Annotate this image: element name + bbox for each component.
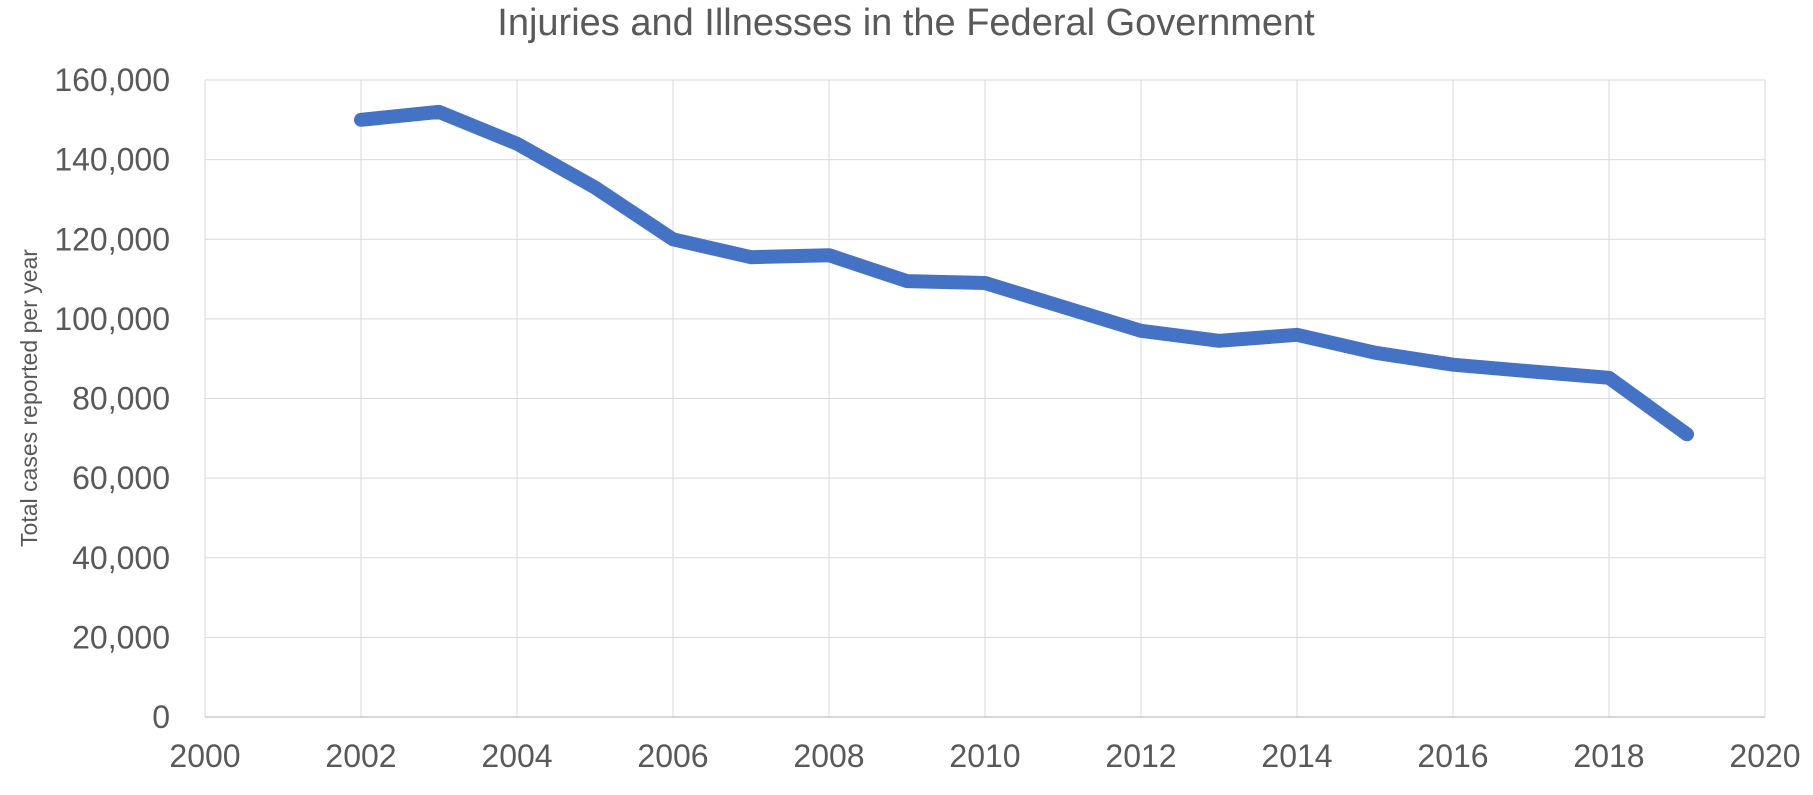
x-axis-tick-labels: 2000 2002 2004 2006 2008 2010 2012 2014 2016 2018… <box>169 738 1800 774</box>
x-tick-label: 2018 <box>1573 738 1644 774</box>
x-tick-label: 2016 <box>1417 738 1488 774</box>
x-tick-label: 2014 <box>1261 738 1332 774</box>
x-tick-label: 2008 <box>793 738 864 774</box>
y-tick-label: 140,000 <box>54 142 170 178</box>
x-tick-label: 2012 <box>1105 738 1176 774</box>
x-tick-label: 2006 <box>637 738 708 774</box>
y-tick-label: 120,000 <box>54 221 170 257</box>
x-tick-label: 2004 <box>481 738 552 774</box>
y-tick-label: 60,000 <box>72 460 170 496</box>
y-tick-label: 160,000 <box>54 62 170 98</box>
x-tick-label: 2020 <box>1729 738 1800 774</box>
series-layer <box>354 104 1694 442</box>
x-tick-label: 2002 <box>325 738 396 774</box>
y-tick-label: 20,000 <box>72 619 170 655</box>
x-tick-label: 2000 <box>169 738 240 774</box>
y-tick-label: 80,000 <box>72 381 170 417</box>
y-tick-label: 40,000 <box>72 540 170 576</box>
x-tick-label: 2010 <box>949 738 1020 774</box>
series-line-0 <box>354 104 1694 442</box>
y-axis-title: Total cases reported per year <box>16 249 42 547</box>
chart-title: Injuries and Illnesses in the Federal Go… <box>497 2 1315 44</box>
y-axis-tick-labels: 0 20,000 40,000 60,000 80,000 100,000 120,000 1… <box>54 62 170 735</box>
y-tick-label: 0 <box>152 699 170 735</box>
horizontal-gridlines <box>205 79 1765 638</box>
y-tick-label: 100,000 <box>54 301 170 337</box>
